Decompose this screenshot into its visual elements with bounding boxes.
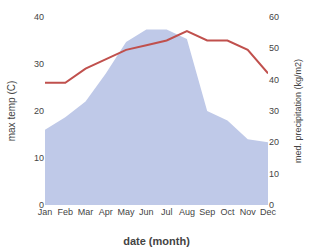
svg-text:10: 10 [269, 169, 279, 179]
svg-text:Jun: Jun [139, 207, 154, 217]
svg-text:10: 10 [34, 153, 44, 163]
svg-text:Feb: Feb [58, 207, 74, 217]
svg-text:Mar: Mar [78, 207, 94, 217]
svg-text:60: 60 [269, 12, 279, 22]
svg-text:Sep: Sep [199, 207, 215, 217]
svg-text:med. precipitation (kg/m2): med. precipitation (kg/m2) [293, 59, 303, 163]
svg-text:Dec: Dec [260, 207, 277, 217]
svg-text:Jan: Jan [38, 207, 53, 217]
svg-text:20: 20 [34, 106, 44, 116]
svg-text:0: 0 [269, 200, 274, 210]
svg-text:Oct: Oct [220, 207, 235, 217]
svg-text:20: 20 [269, 137, 279, 147]
svg-text:Apr: Apr [99, 207, 113, 217]
svg-text:30: 30 [34, 59, 44, 69]
svg-text:0: 0 [39, 200, 44, 210]
svg-text:Nov: Nov [240, 207, 257, 217]
svg-text:30: 30 [269, 106, 279, 116]
svg-text:May: May [118, 207, 136, 217]
svg-text:max temp (C): max temp (C) [6, 81, 17, 142]
svg-text:40: 40 [269, 75, 279, 85]
svg-text:Jul: Jul [161, 207, 173, 217]
svg-text:Aug: Aug [179, 207, 195, 217]
svg-text:50: 50 [269, 43, 279, 53]
svg-text:date (month): date (month) [123, 235, 190, 247]
svg-text:40: 40 [34, 12, 44, 22]
